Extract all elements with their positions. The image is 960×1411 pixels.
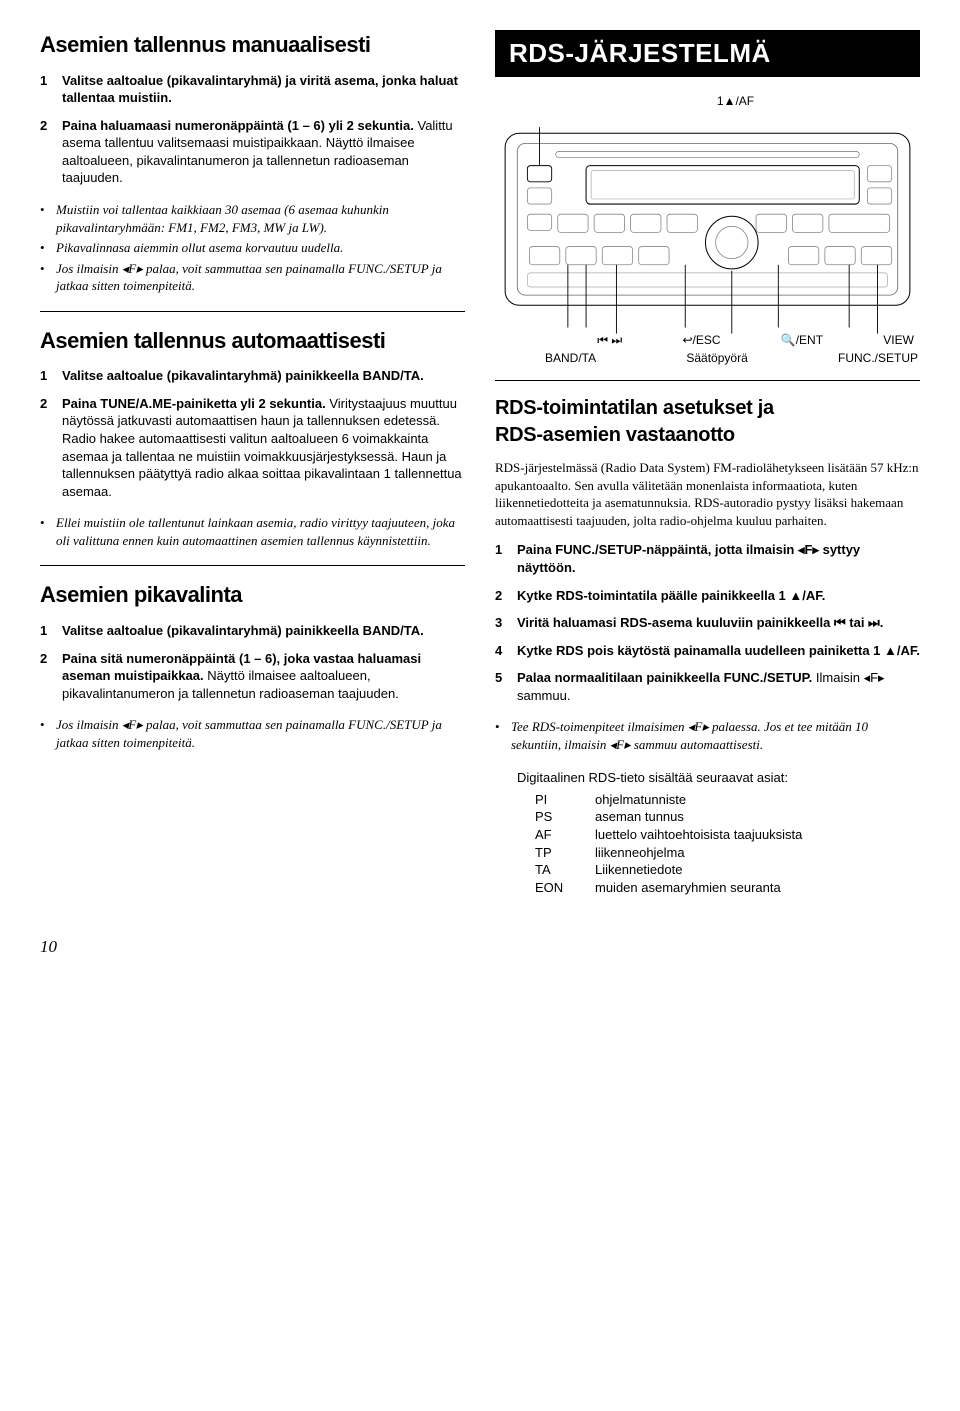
notes-quick: Jos ilmaisin ◂F▸ palaa, voit sammuttaa s… <box>40 716 465 751</box>
radio-labels-row1: ⏮ ⏭ ↩/ESC 🔍/ENT VIEW <box>495 332 920 348</box>
step-item: 2 Paina sitä numeronäppäintä (1 – 6), jo… <box>40 650 465 703</box>
section-title-manual: Asemien tallennus manuaalisesti <box>40 30 465 60</box>
label-func-setup: FUNC./SETUP <box>838 350 918 366</box>
label-ent: 🔍/ENT <box>781 332 823 348</box>
step-item: 1 Valitse aaltoalue (pikavalintaryhmä) j… <box>40 72 465 107</box>
table-row: TALiikennetiedote <box>535 861 920 879</box>
note-item: Jos ilmaisin ◂F▸ palaa, voit sammuttaa s… <box>40 716 465 751</box>
right-column: RDS-JÄRJESTELMÄ 1▲/AF <box>495 30 920 896</box>
notes-rds: Tee RDS-toimenpiteet ilmaisimen ◂F▸ pala… <box>495 718 920 753</box>
step-number: 1 <box>40 72 62 107</box>
step-number: 2 <box>40 650 62 703</box>
rds-section-title: RDS-toimintatilan asetukset ja RDS-asemi… <box>495 395 920 449</box>
step-number: 1 <box>40 367 62 385</box>
rds-table-title: Digitaalinen RDS-tieto sisältää seuraava… <box>517 769 920 787</box>
step-number: 2 <box>40 395 62 500</box>
rds-banner: RDS-JÄRJESTELMÄ <box>495 30 920 77</box>
steps-rds: 1Paina FUNC./SETUP-näppäintä, jotta ilma… <box>495 541 920 704</box>
step-body: Valitse aaltoalue (pikavalintaryhmä) pai… <box>62 367 465 385</box>
step-item: 3Viritä haluamasi RDS-asema kuuluviin pa… <box>495 614 920 632</box>
notes-auto: Ellei muistiin ole tallentunut lainkaan … <box>40 514 465 549</box>
note-item: Ellei muistiin ole tallentunut lainkaan … <box>40 514 465 549</box>
note-item: Tee RDS-toimenpiteet ilmaisimen ◂F▸ pala… <box>495 718 920 753</box>
radio-label-top: 1▲/AF <box>551 93 920 109</box>
radio-labels-row2: BAND/TA Säätöpyörä FUNC./SETUP <box>495 350 920 366</box>
label-dial: Säätöpyörä <box>686 350 747 366</box>
radio-illustration <box>495 113 920 336</box>
step-item: 2Kytke RDS-toimintatila päälle painikkee… <box>495 587 920 605</box>
radio-diagram: 1▲/AF <box>495 93 920 366</box>
step-number: 2 <box>40 117 62 187</box>
left-column: Asemien tallennus manuaalisesti 1 Valits… <box>40 30 465 896</box>
divider <box>495 380 920 381</box>
table-row: TPliikenneohjelma <box>535 844 920 862</box>
note-item: Muistiin voi tallentaa kaikkiaan 30 asem… <box>40 201 465 236</box>
label-view: VIEW <box>883 332 914 348</box>
divider <box>40 311 465 312</box>
step-item: 1 Valitse aaltoalue (pikavalintaryhmä) p… <box>40 367 465 385</box>
table-row: EONmuiden asemaryhmien seuranta <box>535 879 920 897</box>
step-body: Paina TUNE/A.ME-painiketta yli 2 sekunti… <box>62 395 465 500</box>
section-title-auto: Asemien tallennus automaattisesti <box>40 326 465 356</box>
rds-intro: RDS-järjestelmässä (Radio Data System) F… <box>495 459 920 529</box>
label-prev-next: ⏮ ⏭ <box>597 332 622 348</box>
table-row: PSaseman tunnus <box>535 808 920 826</box>
step-item: 2 Paina TUNE/A.ME-painiketta yli 2 sekun… <box>40 395 465 500</box>
step-number: 1 <box>40 622 62 640</box>
step-item: 4Kytke RDS pois käytöstä painamalla uude… <box>495 642 920 660</box>
label-band-ta: BAND/TA <box>545 350 596 366</box>
notes-manual: Muistiin voi tallentaa kaikkiaan 30 asem… <box>40 201 465 295</box>
step-body: Paina haluamaasi numeronäppäintä (1 – 6)… <box>62 117 465 187</box>
step-item: 2 Paina haluamaasi numeronäppäintä (1 – … <box>40 117 465 187</box>
divider <box>40 565 465 566</box>
table-row: PIohjelmatunniste <box>535 791 920 809</box>
step-body: Valitse aaltoalue (pikavalintaryhmä) pai… <box>62 622 465 640</box>
step-item: 5Palaa normaalitilaan painikkeella FUNC.… <box>495 669 920 704</box>
step-body: Paina sitä numeronäppäintä (1 – 6), joka… <box>62 650 465 703</box>
steps-auto: 1 Valitse aaltoalue (pikavalintaryhmä) p… <box>40 367 465 500</box>
rds-table: PIohjelmatunniste PSaseman tunnus AFluet… <box>535 791 920 896</box>
step-body: Valitse aaltoalue (pikavalintaryhmä) ja … <box>62 72 465 107</box>
step-item: 1Paina FUNC./SETUP-näppäintä, jotta ilma… <box>495 541 920 576</box>
label-esc: ↩/ESC <box>682 332 720 348</box>
page-number: 10 <box>40 936 920 959</box>
page-columns: Asemien tallennus manuaalisesti 1 Valits… <box>40 30 920 896</box>
section-title-quick: Asemien pikavalinta <box>40 580 465 610</box>
table-row: AFluettelo vaihtoehtoisista taajuuksista <box>535 826 920 844</box>
steps-quick: 1 Valitse aaltoalue (pikavalintaryhmä) p… <box>40 622 465 702</box>
note-item: Pikavalinnasa aiemmin ollut asema korvau… <box>40 239 465 257</box>
steps-manual: 1 Valitse aaltoalue (pikavalintaryhmä) j… <box>40 72 465 187</box>
step-item: 1 Valitse aaltoalue (pikavalintaryhmä) p… <box>40 622 465 640</box>
note-item: Jos ilmaisin ◂F▸ palaa, voit sammuttaa s… <box>40 260 465 295</box>
